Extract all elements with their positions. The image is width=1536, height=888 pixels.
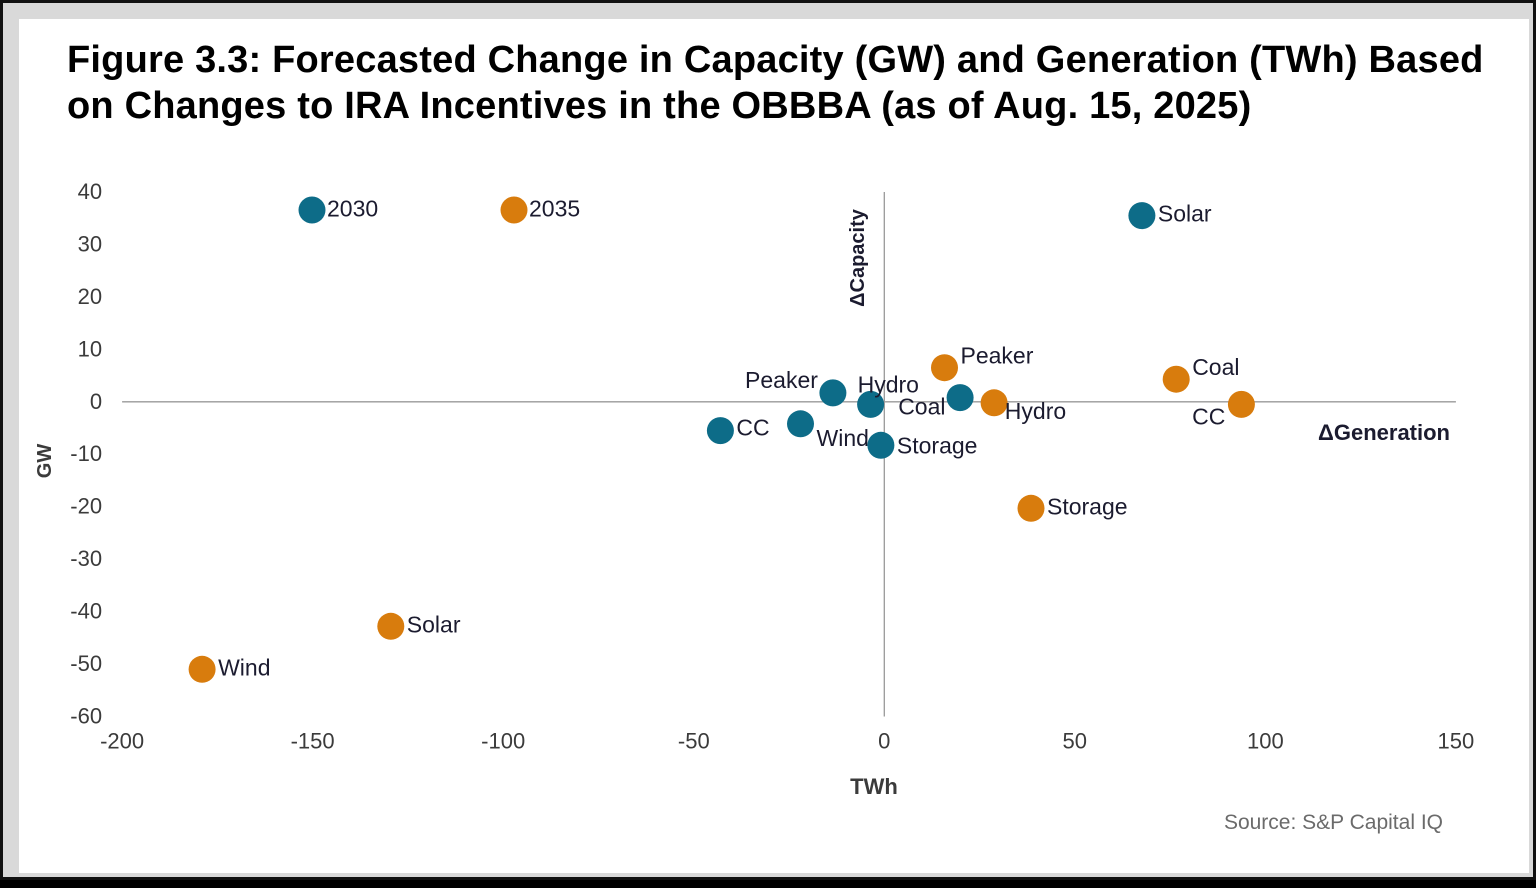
svg-text:50: 50 [1063,729,1087,754]
svg-text:150: 150 [1438,729,1475,754]
svg-text:Storage: Storage [897,432,978,458]
svg-text:ΔGeneration: ΔGeneration [1318,420,1450,445]
svg-text:-50: -50 [70,651,102,676]
svg-text:CC: CC [736,415,769,441]
svg-text:GW: GW [34,444,56,479]
svg-text:Storage: Storage [1047,493,1128,519]
svg-text:40: 40 [78,179,102,204]
svg-text:CC: CC [1192,403,1225,429]
svg-text:Peaker: Peaker [961,343,1034,369]
svg-text:2035: 2035 [529,196,580,222]
svg-text:-40: -40 [70,599,102,624]
svg-text:Hydro: Hydro [1005,398,1066,424]
svg-text:Peaker: Peaker [745,367,818,393]
svg-text:-200: -200 [100,729,144,754]
svg-text:100: 100 [1247,729,1284,754]
svg-text:20: 20 [78,284,102,309]
svg-text:-60: -60 [70,704,102,729]
svg-text:10: 10 [78,336,102,361]
svg-text:0: 0 [90,389,102,414]
svg-text:-20: -20 [70,494,102,519]
svg-text:TWh: TWh [850,774,898,799]
svg-text:Wind: Wind [218,654,270,680]
svg-text:-100: -100 [481,729,525,754]
svg-text:Coal: Coal [1192,354,1239,380]
svg-text:0: 0 [878,729,890,754]
svg-text:-30: -30 [70,546,102,571]
svg-text:Solar: Solar [1158,201,1212,227]
svg-text:30: 30 [78,232,102,257]
svg-text:ΔCapacity: ΔCapacity [847,208,869,307]
svg-text:-50: -50 [678,729,710,754]
svg-text:Coal: Coal [898,394,945,420]
svg-text:Solar: Solar [407,611,461,637]
svg-text:Wind: Wind [817,425,869,451]
svg-text:2030: 2030 [327,196,378,222]
svg-text:-10: -10 [70,441,102,466]
svg-text:Source: S&P Capital IQ: Source: S&P Capital IQ [1224,811,1443,834]
svg-text:-150: -150 [291,729,335,754]
